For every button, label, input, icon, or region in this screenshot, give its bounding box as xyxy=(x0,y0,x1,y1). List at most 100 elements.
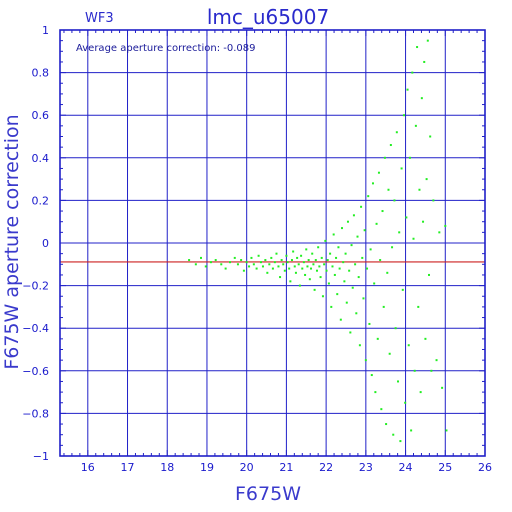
data-point xyxy=(229,261,231,264)
panel-label: WF3 xyxy=(85,11,114,26)
data-point xyxy=(261,265,264,268)
data-point xyxy=(311,252,314,255)
data-point xyxy=(264,259,267,262)
data-point xyxy=(283,269,286,272)
grid xyxy=(60,30,485,456)
data-point xyxy=(338,267,341,270)
data-point xyxy=(335,256,338,259)
data-point xyxy=(224,267,227,270)
data-point xyxy=(376,337,379,340)
data-point xyxy=(380,408,383,411)
data-point xyxy=(368,322,371,325)
data-point xyxy=(406,88,409,91)
data-point xyxy=(395,131,398,134)
data-point xyxy=(370,374,373,377)
data-point xyxy=(318,265,321,268)
y-tick-label: 0.4 xyxy=(32,152,50,165)
data-point xyxy=(411,71,414,74)
data-point xyxy=(418,188,421,191)
data-point xyxy=(305,248,308,251)
data-point xyxy=(424,337,427,340)
data-point xyxy=(245,261,248,264)
data-point xyxy=(364,359,367,362)
y-tick-label: 0.8 xyxy=(32,67,50,80)
data-point xyxy=(425,178,428,181)
data-point xyxy=(412,237,415,240)
data-point xyxy=(354,263,357,266)
data-point xyxy=(399,440,402,443)
data-point xyxy=(357,276,360,279)
y-tick-label: 0.2 xyxy=(32,194,50,207)
data-point xyxy=(294,271,297,274)
data-point xyxy=(375,222,378,225)
data-point xyxy=(280,259,283,262)
data-point xyxy=(422,220,425,223)
data-point xyxy=(351,286,354,289)
data-point xyxy=(323,263,326,266)
data-point xyxy=(188,259,191,262)
y-tick-labels: −1 −0.8 −0.6 −0.4 −0.2 0 0.2 0.4 0.6 0.8 1 xyxy=(22,24,49,463)
data-point xyxy=(336,293,339,296)
data-point xyxy=(402,114,405,117)
data-point xyxy=(352,214,355,217)
x-axis-title: F675W xyxy=(235,483,301,505)
data-point xyxy=(233,256,236,259)
data-point xyxy=(438,231,441,234)
data-point xyxy=(369,248,372,251)
data-point xyxy=(387,188,390,191)
data-point xyxy=(333,273,336,276)
data-point xyxy=(279,276,282,279)
data-point xyxy=(312,263,315,266)
data-point xyxy=(250,256,253,259)
data-point xyxy=(423,60,426,63)
data-point xyxy=(346,220,349,223)
data-point xyxy=(342,261,345,264)
y-tick-label: 1 xyxy=(42,24,49,37)
data-point xyxy=(214,259,217,262)
x-tick-labels: 16 17 18 19 20 21 22 23 24 25 26 xyxy=(81,461,492,474)
data-point xyxy=(374,391,377,394)
data-point xyxy=(286,261,289,264)
data-point xyxy=(413,369,416,372)
data-point xyxy=(385,423,388,426)
data-point xyxy=(389,144,392,147)
data-point xyxy=(255,267,258,270)
data-point xyxy=(306,265,309,268)
data-point xyxy=(445,429,448,432)
data-point xyxy=(297,263,300,266)
data-point xyxy=(329,252,332,255)
data-point xyxy=(420,97,423,100)
data-point xyxy=(259,261,262,264)
data-point xyxy=(407,344,410,347)
data-point xyxy=(200,256,203,259)
data-point xyxy=(337,246,340,249)
data-point xyxy=(332,233,335,236)
x-tick-label: 23 xyxy=(359,461,373,474)
data-point xyxy=(252,263,255,266)
data-point xyxy=(379,259,382,262)
data-point xyxy=(417,305,420,308)
data-point xyxy=(242,269,245,272)
data-point xyxy=(391,246,394,249)
data-point xyxy=(408,156,411,159)
data-point xyxy=(204,265,207,268)
data-point xyxy=(345,301,348,304)
chart-title: lmc_u65007 xyxy=(207,5,329,29)
data-point xyxy=(325,269,328,272)
data-point xyxy=(398,231,401,234)
x-tick-label: 26 xyxy=(478,461,492,474)
x-tick-label: 22 xyxy=(319,461,333,474)
data-point xyxy=(386,271,389,274)
average-correction-annotation: Average aperture correction: -0.089 xyxy=(76,43,256,54)
x-tick-label: 21 xyxy=(279,461,293,474)
data-point xyxy=(270,256,273,259)
data-point xyxy=(401,288,404,291)
data-point xyxy=(344,252,347,255)
data-point xyxy=(348,269,351,272)
data-point xyxy=(324,239,327,242)
x-tick-label: 24 xyxy=(399,461,413,474)
data-point xyxy=(298,284,301,287)
data-point xyxy=(392,433,395,436)
data-point xyxy=(236,263,239,266)
data-point xyxy=(426,39,429,42)
